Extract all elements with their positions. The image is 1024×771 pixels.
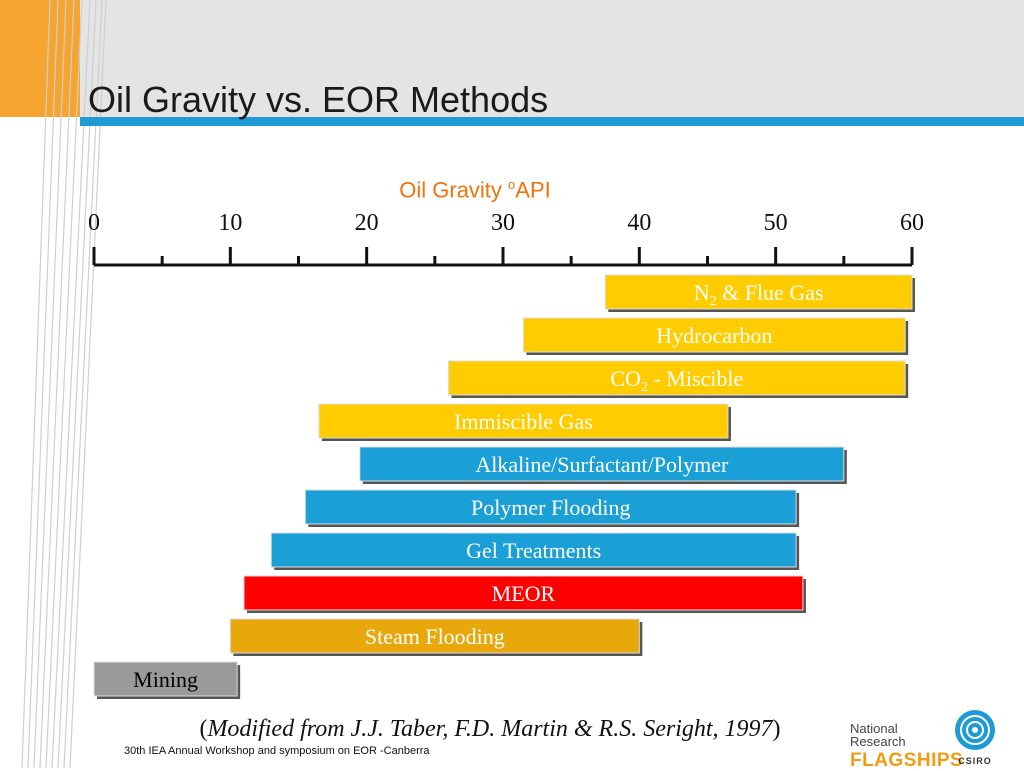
range-bar — [229, 618, 640, 654]
footer-note: 30th IEA Annual Workshop and symposium o… — [124, 745, 430, 757]
tick-label: 30 — [491, 210, 515, 236]
tick-label: 0 — [88, 210, 100, 236]
citation-close: ) — [772, 716, 781, 742]
range-bar — [243, 575, 804, 611]
axis-title-prefix: Oil Gravity — [399, 177, 509, 203]
range-bar — [304, 489, 797, 525]
bar-label-text: CO — [610, 366, 641, 391]
range-bar — [522, 317, 906, 353]
title-underline — [80, 117, 1024, 126]
slide-title: Oil Gravity vs. EOR Methods — [88, 79, 549, 120]
bar-label: Alkaline/Surfactant/Polymer — [475, 452, 729, 477]
range-bar — [447, 360, 906, 396]
bar-label: MEOR — [492, 581, 556, 606]
axis-title: Oil Gravity oAPI — [0, 172, 950, 203]
bar-label: Gel Treatments — [466, 538, 601, 563]
bar-label-text: Steam Flooding — [365, 624, 505, 649]
tick-label: 10 — [218, 210, 242, 236]
bar-label-text: Gel Treatments — [466, 538, 601, 563]
bar-label-text: MEOR — [492, 581, 556, 606]
csiro-logo-icon: CSIRO — [955, 710, 995, 766]
bar-label-text: Mining — [133, 667, 198, 692]
bar-label: Hydrocarbon — [656, 323, 772, 348]
tick-label: 50 — [764, 210, 788, 236]
range-bar — [270, 532, 797, 568]
bar-label-subscript: 2 — [641, 380, 648, 395]
bar-label-text: Polymer Flooding — [471, 495, 631, 520]
bar-label: N2 & Flue Gas — [694, 280, 824, 309]
tick-label: 60 — [900, 210, 924, 236]
range-bar — [318, 403, 729, 439]
bar-label-text: Alkaline/Surfactant/Polymer — [475, 452, 729, 477]
bar-label: Immiscible Gas — [454, 409, 593, 434]
csiro-wordmark: CSIRO — [958, 756, 992, 766]
axis-title-unit: API — [515, 177, 551, 203]
bar-label: Polymer Flooding — [471, 495, 631, 520]
header-band — [0, 0, 1024, 117]
bar-label-text: N — [694, 280, 710, 305]
flagships-logo: National Research FLAGSHIPS — [850, 721, 964, 771]
decorative-stripes — [21, 0, 107, 768]
bar-label-rest: & Flue Gas — [717, 280, 824, 305]
range-bar — [359, 446, 845, 482]
logo-line1: National Research — [850, 721, 906, 749]
range-bar — [93, 661, 238, 697]
orange-accent-block — [0, 0, 80, 117]
range-bar — [604, 274, 913, 310]
bar-label-text: Immiscible Gas — [454, 409, 593, 434]
bar-label-subscript: 2 — [710, 294, 717, 309]
citation: (Modified from J.J. Taber, F.D. Martin &… — [0, 716, 980, 743]
bar-label-text: Hydrocarbon — [656, 323, 772, 348]
axis-title-degree: o — [508, 177, 516, 192]
tick-label: 20 — [355, 210, 379, 236]
bar-label: Steam Flooding — [365, 624, 505, 649]
citation-text: Modified from J.J. Taber, F.D. Martin & … — [207, 716, 773, 742]
bar-label-rest: - Miscible — [648, 366, 743, 391]
bar-label: CO2 - Miscible — [610, 366, 743, 395]
logo-line2: FLAGSHIPS — [850, 750, 964, 771]
bar-label: Mining — [133, 667, 198, 692]
tick-label: 40 — [627, 210, 651, 236]
citation-open: ( — [199, 716, 208, 742]
